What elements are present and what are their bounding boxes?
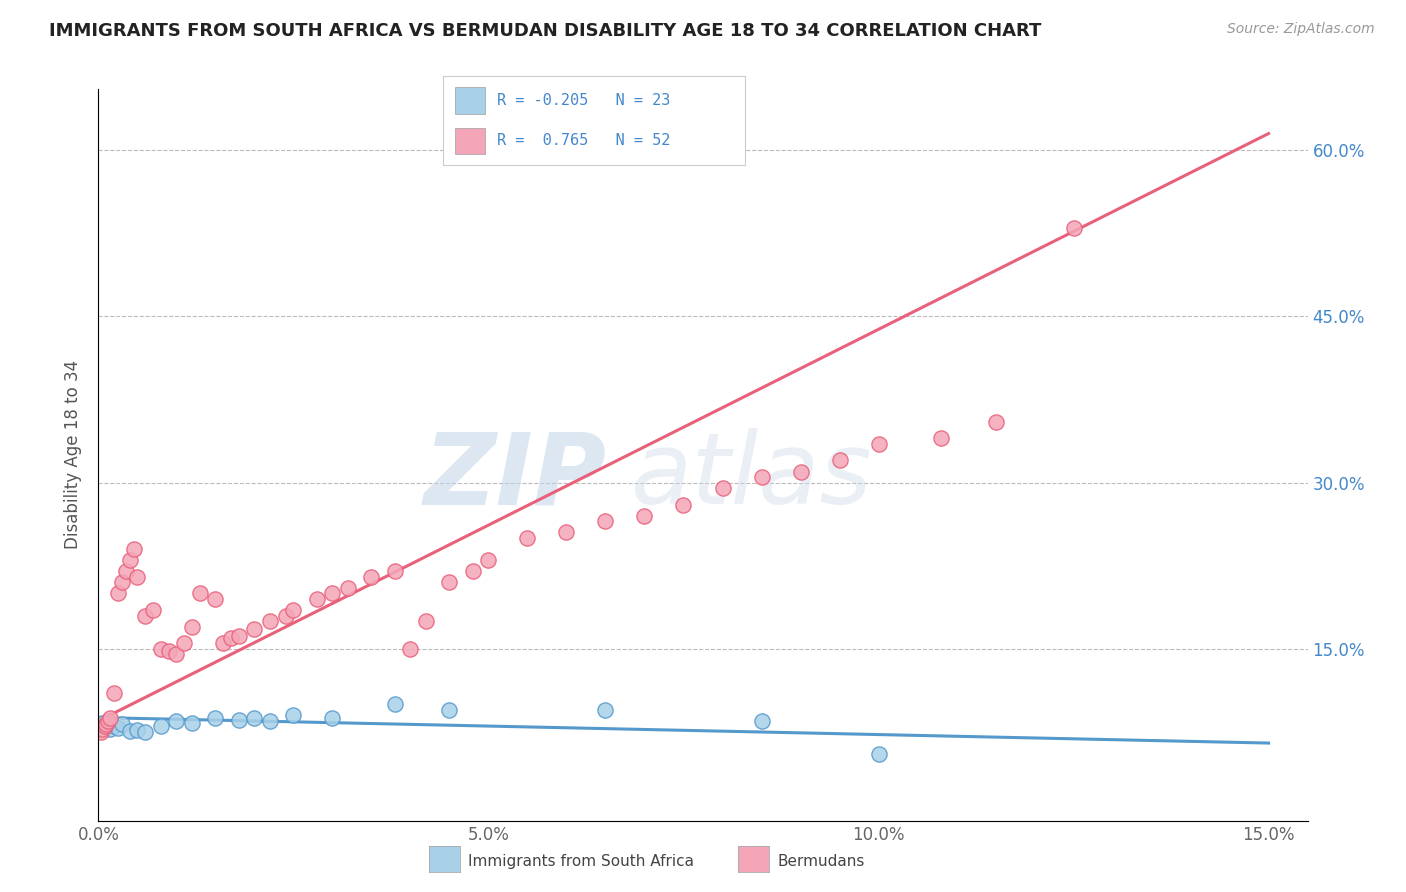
Point: [555, 525, 578, 540]
Point: [96, 718, 118, 732]
Point: [595, 515, 617, 529]
Point: [305, 592, 328, 607]
Point: [134, 725, 156, 739]
Point: [181, 620, 204, 634]
Point: [228, 629, 250, 643]
Point: [516, 531, 538, 545]
Point: [165, 648, 187, 662]
FancyBboxPatch shape: [456, 87, 485, 114]
Point: [118, 553, 141, 567]
Point: [98, 710, 121, 724]
Text: IMMIGRANTS FROM SOUTH AFRICA VS BERMUDAN DISABILITY AGE 18 TO 34 CORRELATION CHA: IMMIGRANTS FROM SOUTH AFRICA VS BERMUDAN…: [49, 22, 1042, 40]
Point: [259, 714, 281, 728]
Point: [103, 719, 125, 733]
Point: [595, 703, 617, 717]
Point: [142, 603, 165, 617]
Point: [204, 592, 226, 607]
Y-axis label: Disability Age 18 to 34: Disability Age 18 to 34: [65, 360, 83, 549]
Point: [188, 586, 211, 600]
Point: [157, 644, 180, 658]
Point: [828, 453, 851, 467]
Point: [173, 636, 195, 650]
FancyBboxPatch shape: [456, 128, 485, 154]
Text: Source: ZipAtlas.com: Source: ZipAtlas.com: [1227, 22, 1375, 37]
Text: atlas: atlas: [630, 428, 872, 525]
Point: [93, 719, 115, 733]
Point: [868, 437, 890, 451]
Point: [984, 415, 1007, 429]
Point: [399, 641, 422, 656]
Point: [134, 608, 156, 623]
Point: [90, 725, 112, 739]
Point: [165, 714, 187, 728]
Text: Bermudans: Bermudans: [778, 855, 865, 869]
Text: Immigrants from South Africa: Immigrants from South Africa: [468, 855, 695, 869]
Text: ZIP: ZIP: [423, 428, 606, 525]
Point: [439, 703, 461, 717]
Text: R =  0.765   N = 52: R = 0.765 N = 52: [498, 134, 671, 148]
Point: [91, 716, 114, 731]
Point: [96, 717, 118, 731]
Point: [204, 710, 226, 724]
Point: [360, 570, 382, 584]
Point: [751, 714, 773, 728]
Text: R = -0.205   N = 23: R = -0.205 N = 23: [498, 94, 671, 108]
Point: [751, 470, 773, 484]
Point: [461, 564, 484, 578]
Point: [127, 723, 149, 737]
Point: [127, 570, 149, 584]
Point: [321, 710, 343, 724]
Point: [118, 723, 141, 738]
Point: [415, 614, 437, 628]
Point: [384, 698, 406, 712]
Point: [111, 575, 134, 590]
Point: [228, 713, 250, 727]
Point: [111, 717, 134, 731]
Point: [212, 636, 235, 650]
Point: [283, 708, 305, 723]
Point: [274, 608, 297, 623]
Point: [929, 431, 952, 445]
Point: [114, 564, 136, 578]
Point: [103, 686, 125, 700]
Point: [321, 586, 343, 600]
Point: [107, 721, 129, 735]
Point: [283, 603, 305, 617]
Point: [337, 581, 360, 595]
Point: [149, 719, 172, 733]
Point: [259, 614, 281, 628]
Point: [219, 631, 242, 645]
Point: [672, 498, 695, 512]
Point: [181, 716, 204, 731]
Point: [91, 722, 114, 736]
Point: [711, 481, 734, 495]
Point: [122, 542, 145, 557]
Point: [243, 710, 266, 724]
Point: [97, 714, 120, 728]
Point: [789, 465, 811, 479]
Point: [633, 508, 655, 523]
Point: [243, 622, 266, 636]
Point: [107, 586, 129, 600]
Point: [477, 553, 499, 567]
Point: [98, 722, 121, 736]
Point: [868, 747, 890, 761]
Point: [439, 575, 461, 590]
Point: [384, 564, 406, 578]
Point: [1063, 220, 1085, 235]
Point: [149, 641, 172, 656]
